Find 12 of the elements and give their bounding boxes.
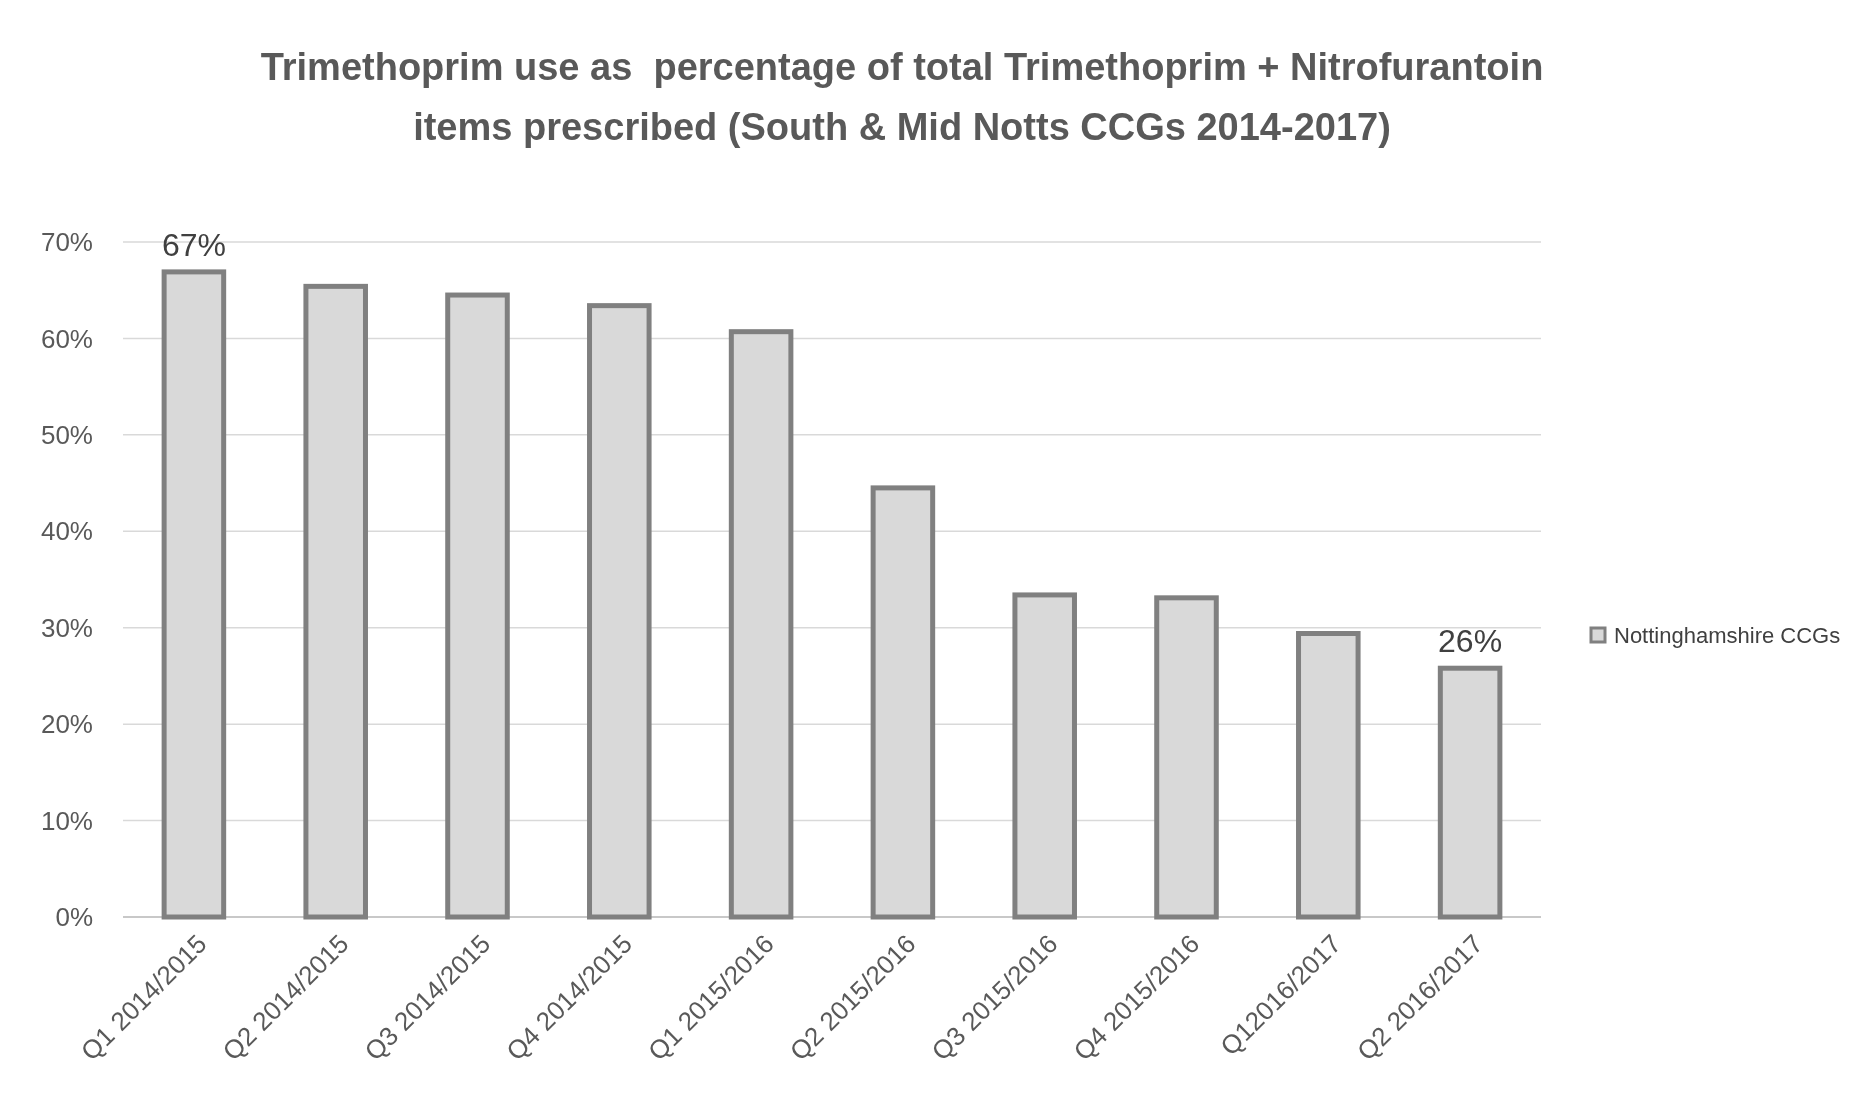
y-tick-label: 20% [40,709,93,740]
chart-title: Trimethoprim use as percentage of total Trimethoprim + Nitrofurantoin items prescribed (South & Mid Notts CCGs 2014-2017) [260,46,1544,148]
y-tick-label: 50% [40,419,93,450]
y-tick-label: 30% [40,612,93,643]
y-tick-label: 0% [55,902,93,933]
y-tick-label: 10% [40,805,93,836]
data-label: 67% [161,226,226,263]
y-tick-label: 40% [40,516,93,547]
y-tick-label: 60% [40,323,93,354]
data-label: 26% [1438,623,1503,660]
legend-label: Nottinghamshire CCGs [1614,622,1841,648]
y-tick-label: 70% [40,227,93,258]
